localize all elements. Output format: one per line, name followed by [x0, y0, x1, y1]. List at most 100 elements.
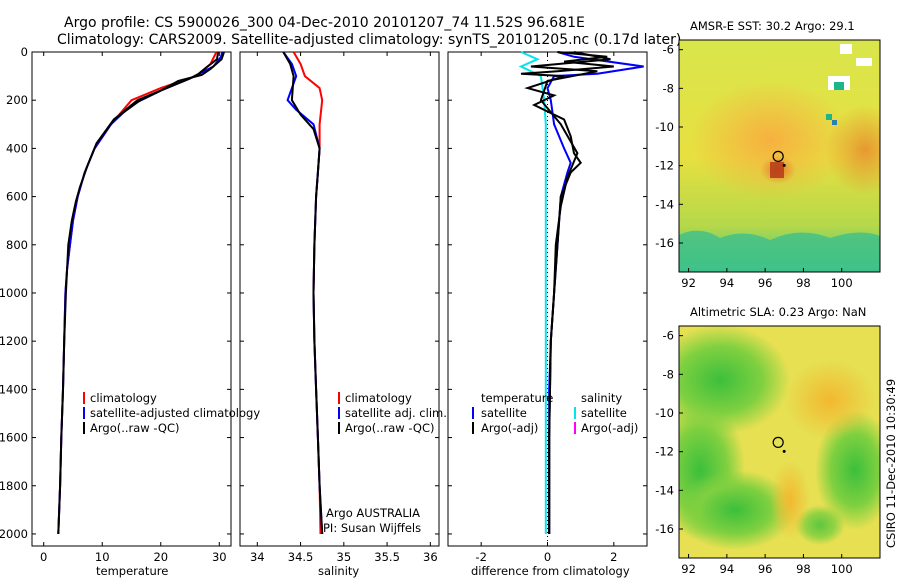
sst-map-ticks: 92 94 96 98 100 -6 -8 -10 -12 -14 -16: [655, 43, 852, 290]
salinity-axis-label: salinity: [318, 564, 359, 578]
legend-label-satellite-adjusted: satellite-adjusted climatology: [90, 406, 260, 420]
x-tick-label: 30: [212, 550, 227, 564]
depth-tick-label: 2000: [0, 527, 28, 541]
figure-title-line2: Climatology: CARS2009. Satellite-adjuste…: [57, 32, 681, 48]
map-x-tick-label: 98: [796, 562, 811, 576]
legend-label-satellite-adj: satellite adj. clim.: [345, 406, 447, 420]
map-y-tick-label: -6: [663, 329, 674, 343]
map-x-tick-label: 98: [796, 276, 811, 290]
x-tick-label: 34.5: [288, 550, 314, 564]
map-y-tick-label: -12: [655, 445, 674, 459]
sla-map-ticks: 92 94 96 98 100 -6 -8 -10 -12 -14 -16: [655, 329, 852, 576]
series-line: [95, 51, 225, 145]
argo-annotation-line2: PI: Susan Wijffels: [323, 521, 421, 535]
temperature-axis-label: temperature: [96, 564, 168, 578]
map-y-tick-label: -14: [655, 197, 674, 211]
map-x-tick-label: 92: [681, 276, 696, 290]
depth-tick-label: 0: [21, 45, 28, 59]
x-tick-label: 10: [95, 550, 110, 564]
series-line: [282, 51, 324, 535]
depth-tick-label: 400: [6, 141, 28, 155]
argo-annotation-line1: Argo AUSTRALIA: [326, 506, 420, 520]
map-x-tick-label: 92: [681, 562, 696, 576]
difference-lines: [518, 51, 644, 546]
salinity-legend: climatology satellite adj. clim. Argo(..…: [338, 391, 447, 435]
x-tick-label: 34: [250, 550, 265, 564]
map-y-tick-label: -14: [655, 483, 674, 497]
sst-map-title: AMSR-E SST: 30.2 Argo: 29.1: [690, 19, 855, 33]
temperature-legend: climatology satellite-adjusted climatolo…: [83, 391, 260, 435]
salinity-panel-frame: [239, 51, 440, 547]
series-line: [57, 51, 218, 535]
x-tick-label: 20: [153, 550, 168, 564]
map-y-tick-label: -10: [655, 120, 674, 134]
depth-tick-label: 200: [6, 93, 28, 107]
depth-tick-label: 1400: [0, 382, 28, 396]
x-tick-label: 35.5: [374, 550, 400, 564]
depth-tick-label: 800: [6, 238, 28, 252]
sla-map-title: Altimetric SLA: 0.23 Argo: NaN: [690, 305, 866, 319]
map-x-tick-label: 94: [720, 276, 735, 290]
x-tick-label: 35: [337, 550, 352, 564]
x-tick-label: 2: [610, 550, 617, 564]
legend-header-salinity: salinity: [581, 391, 622, 405]
series-line: [282, 51, 324, 535]
map-x-tick-label: 100: [831, 276, 853, 290]
map-y-tick-label: -6: [663, 43, 674, 57]
x-tick-label: 36: [423, 550, 438, 564]
map-y-tick-label: -10: [655, 406, 674, 420]
sst-argo-location-marker: [772, 150, 784, 162]
legend-header-temperature: temperature: [481, 391, 553, 405]
map-x-tick-label: 100: [831, 562, 853, 576]
map-y-tick-label: -8: [663, 367, 674, 381]
temperature-axis-ticks: 0 10 20 30: [40, 52, 227, 564]
series-line: [520, 51, 614, 534]
map-y-tick-label: -12: [655, 159, 674, 173]
series-line: [57, 51, 220, 535]
difference-axis-ticks: -2 0 2: [475, 52, 617, 564]
map-x-tick-label: 96: [758, 562, 773, 576]
sla-argo-location-dot: [782, 449, 786, 453]
sst-argo-location-dot: [782, 163, 786, 167]
difference-legend: temperature salinity satellite Argo(-adj…: [472, 391, 638, 435]
side-timestamp: CSIRO 11-Dec-2010 10:30:49: [884, 379, 898, 548]
map-y-tick-label: -16: [655, 522, 674, 536]
map-x-tick-label: 94: [720, 562, 735, 576]
sst-map-field: [679, 40, 880, 272]
legend-label-sal-satellite: satellite: [581, 406, 627, 420]
legend-label-climatology: climatology: [90, 391, 157, 405]
temperature-panel-frame: [31, 51, 232, 547]
salinity-lines: [282, 51, 324, 535]
sla-map-frame: [678, 325, 881, 559]
series-line: [530, 51, 611, 534]
map-y-tick-label: -16: [655, 236, 674, 250]
difference-axis-label: difference from climatology: [471, 564, 630, 578]
figure-title-line1: Argo profile: CS 5900026_300 04-Dec-2010…: [64, 15, 585, 31]
depth-tick-label: 1000: [0, 286, 28, 300]
legend-label-argo: Argo(..raw -QC): [345, 421, 435, 435]
depth-tick-label: 1800: [0, 479, 28, 493]
depth-axis-ticks: 0 200 400 600 800 1000 1200 1400 1600 1800 2000: [0, 45, 647, 541]
difference-panel-frame: [447, 51, 648, 547]
depth-tick-label: 1600: [0, 431, 28, 445]
x-tick-label: 0: [544, 550, 551, 564]
x-tick-label: -2: [475, 550, 486, 564]
sla-argo-location-marker: [772, 436, 784, 448]
legend-label-argo: Argo(..raw -QC): [90, 421, 180, 435]
temperature-lines: [57, 51, 225, 535]
series-line: [518, 51, 547, 534]
map-y-tick-label: -8: [663, 81, 674, 95]
depth-tick-label: 600: [6, 190, 28, 204]
sst-map-frame: [678, 39, 881, 273]
legend-label-temp-argo: Argo(-adj): [481, 421, 538, 435]
map-x-tick-label: 96: [758, 276, 773, 290]
depth-tick-label: 1200: [0, 334, 28, 348]
sla-map-field: [679, 326, 880, 558]
legend-label-temp-satellite: satellite: [481, 406, 527, 420]
salinity-axis-ticks: 34 34.5 35 35.5 36: [250, 52, 438, 564]
legend-label-climatology: climatology: [345, 391, 412, 405]
legend-label-sal-argo: Argo(-adj): [581, 421, 638, 435]
series-line: [57, 51, 224, 535]
x-tick-label: 0: [40, 550, 47, 564]
